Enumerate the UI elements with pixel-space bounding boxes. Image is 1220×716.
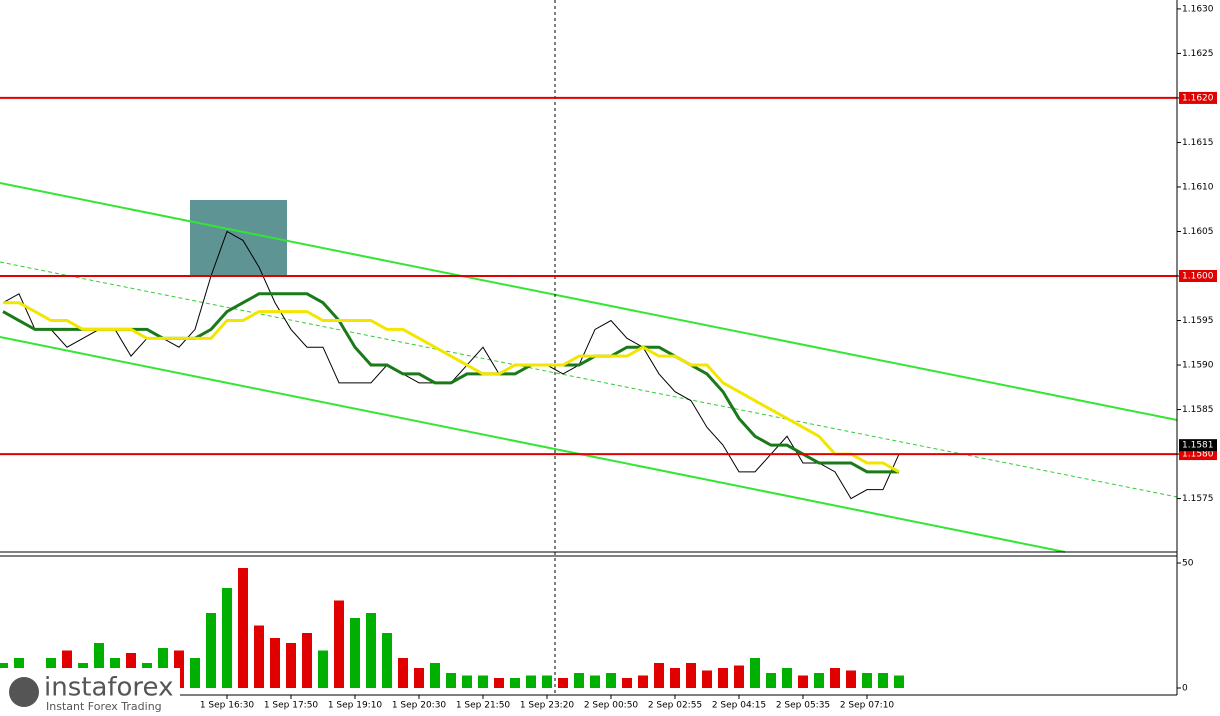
x-tick-label: 1 Sep 16:30 <box>200 701 255 711</box>
volume-bar <box>734 665 744 688</box>
volume-bar <box>286 643 296 688</box>
volume-bar <box>814 673 824 688</box>
x-tick-label: 1 Sep 19:10 <box>328 701 383 711</box>
logo-tagline: Instant Forex Trading <box>46 700 162 713</box>
volume-bar <box>222 588 232 688</box>
volume-bar <box>270 638 280 688</box>
volume-bar <box>606 673 616 688</box>
y-tick-label: 1.1590 <box>1182 361 1214 371</box>
volume-bar <box>494 678 504 688</box>
volume-bar <box>382 633 392 688</box>
y-tick-label: 1.1585 <box>1182 405 1214 415</box>
volume-bar <box>206 613 216 688</box>
x-tick-label: 2 Sep 04:15 <box>712 701 766 711</box>
volume-bar <box>846 670 856 688</box>
volume-bar <box>830 668 840 688</box>
overlay: 1.1630 1.1625 1.1620 1.1615 1.1610 1.1605 1.16… <box>200 4 1217 711</box>
volume-bar <box>782 668 792 688</box>
y-tick-label: 1.1595 <box>1182 316 1214 326</box>
volume-bar <box>718 668 728 688</box>
x-tick-label: 2 Sep 07:10 <box>840 701 895 711</box>
volume-bar <box>638 675 648 688</box>
volume-bar <box>430 663 440 688</box>
volume-bar <box>238 568 248 688</box>
y-tick-label: 1.1610 <box>1182 182 1214 192</box>
volume-bar <box>478 675 488 688</box>
y-tick-label: 1.1625 <box>1182 49 1214 59</box>
y2-tick-label: 0 <box>1182 684 1188 694</box>
volume-bar <box>670 668 680 688</box>
x-tick-label: 1 Sep 17:50 <box>264 701 319 711</box>
volume-bar <box>302 633 312 688</box>
volume-bar <box>94 643 104 688</box>
x-tick-label: 1 Sep 21:50 <box>456 701 511 711</box>
volume-bar <box>334 600 344 688</box>
price-tag <box>1179 439 1217 452</box>
volume-bar <box>654 663 664 688</box>
channel-upper <box>0 182 1178 421</box>
level-label: 1.1600 <box>1182 272 1214 282</box>
volume-bar <box>686 663 696 688</box>
level-tag <box>1179 270 1217 282</box>
volume-bar <box>702 670 712 688</box>
volume-bar <box>446 673 456 688</box>
volume-bar <box>798 675 808 688</box>
volume-bar <box>366 613 376 688</box>
price-line <box>3 301 900 474</box>
level-tag <box>1179 91 1217 104</box>
volume-bar <box>590 675 600 688</box>
x-tick-label: 2 Sep 00:50 <box>584 701 639 711</box>
y-tick-label: 1.1575 <box>1182 494 1214 504</box>
y2-tick-label: 50 <box>1182 559 1194 569</box>
volume-bar <box>398 658 408 688</box>
volume-bar <box>558 678 568 688</box>
x-tick-label: 1 Sep 20:30 <box>392 701 447 711</box>
volume-bar <box>318 650 328 688</box>
volume-bar <box>766 673 776 688</box>
volume-bar <box>894 675 904 688</box>
x-tick-label: 2 Sep 05:35 <box>776 701 830 711</box>
y-tick-label: 1.1605 <box>1182 227 1214 237</box>
volume-bar <box>574 673 584 688</box>
volume-bar <box>878 673 888 688</box>
volume-bar <box>750 658 760 688</box>
price-label: 1.1581 <box>1182 441 1214 451</box>
level-label: 1.1580 <box>1182 450 1214 460</box>
volume-bar <box>414 668 424 688</box>
volume-bar <box>350 618 360 688</box>
x-tick-label: 1 Sep 23:20 <box>520 701 575 711</box>
logo-name: instaforex <box>44 673 173 703</box>
x-tick-label: 2 Sep 02:55 <box>648 701 702 711</box>
channel-lower <box>0 336 1066 553</box>
volume-bar <box>526 675 536 688</box>
volume-bar <box>542 675 552 688</box>
level-label: 1.1620 <box>1182 93 1214 103</box>
volume-bar <box>862 673 872 688</box>
volume-bar <box>254 625 264 688</box>
volume-bar <box>190 658 200 688</box>
logo-icon <box>9 677 39 707</box>
y-tick-label: 1.1630 <box>1182 4 1214 14</box>
volume-bar <box>510 678 520 688</box>
volume-bar <box>622 678 632 688</box>
volume-bar <box>462 675 472 688</box>
y-tick-label: 1.1615 <box>1182 138 1214 148</box>
price-line <box>2 292 899 474</box>
